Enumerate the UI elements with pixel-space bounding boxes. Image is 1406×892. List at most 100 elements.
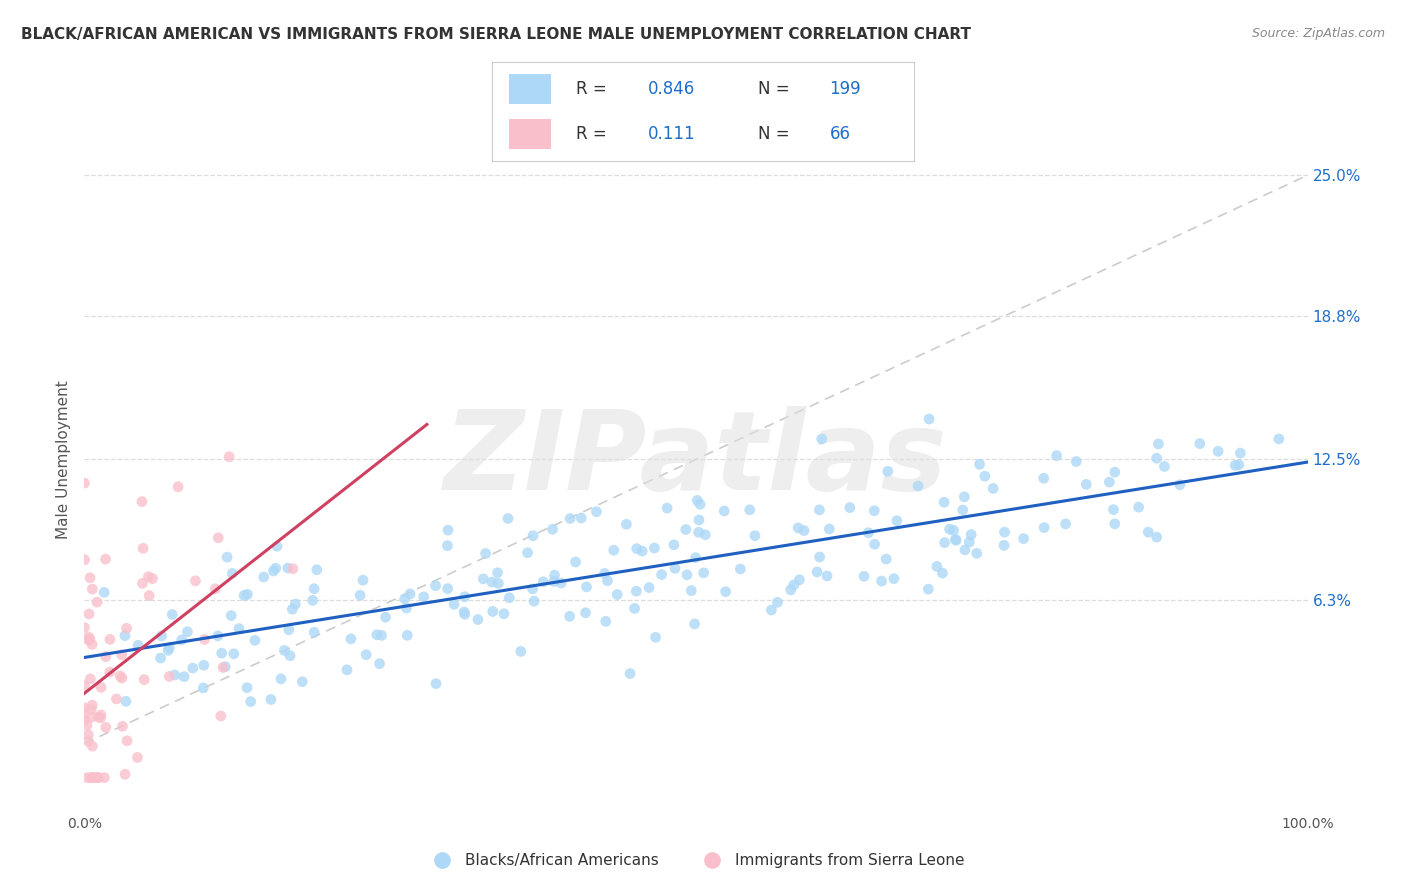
Point: [108, 669, 131, 683]
Point: [209, 709, 232, 723]
Point: [437, 523, 460, 537]
Point: [228, 622, 250, 636]
Point: [163, 668, 186, 682]
Point: [131, 576, 153, 591]
Point: [111, 719, 134, 733]
Text: ZIPatlas: ZIPatlas: [444, 406, 948, 513]
Text: 0.846: 0.846: [648, 80, 696, 98]
Point: [960, 527, 983, 541]
Point: [127, 750, 149, 764]
Point: [90, 711, 112, 725]
Point: [638, 581, 661, 595]
Point: [957, 535, 980, 549]
Point: [266, 539, 288, 553]
Text: 199: 199: [830, 80, 860, 98]
Point: [575, 580, 598, 594]
Point: [966, 546, 988, 560]
Point: [766, 595, 789, 609]
Point: [664, 561, 686, 575]
Point: [806, 565, 828, 579]
Point: [541, 522, 564, 536]
Point: [105, 692, 128, 706]
Point: [193, 681, 215, 695]
Point: [111, 648, 134, 662]
Point: [793, 524, 815, 538]
Point: [366, 628, 388, 642]
Point: [626, 584, 648, 599]
Point: [1188, 436, 1211, 450]
Point: [82, 739, 104, 754]
Point: [531, 574, 554, 589]
Point: [301, 593, 323, 607]
Point: [138, 589, 160, 603]
Point: [162, 607, 184, 622]
Point: [945, 533, 967, 547]
Point: [815, 569, 838, 583]
Point: [395, 601, 418, 615]
Point: [76, 771, 98, 785]
Point: [82, 698, 104, 712]
Point: [626, 541, 648, 556]
Point: [713, 504, 735, 518]
Point: [263, 564, 285, 578]
Point: [942, 524, 965, 538]
Point: [167, 480, 190, 494]
Point: [214, 659, 236, 673]
Point: [543, 568, 565, 582]
Text: 66: 66: [830, 125, 851, 143]
Point: [623, 601, 645, 615]
Point: [80, 637, 103, 651]
Point: [277, 561, 299, 575]
Point: [1227, 458, 1250, 472]
Point: [808, 503, 831, 517]
Point: [876, 464, 898, 478]
Point: [352, 573, 374, 587]
Point: [425, 579, 447, 593]
Point: [73, 706, 96, 721]
Point: [281, 602, 304, 616]
Point: [273, 643, 295, 657]
Point: [149, 651, 172, 665]
Point: [853, 569, 876, 583]
Point: [1046, 449, 1069, 463]
Point: [281, 562, 304, 576]
Point: [1012, 532, 1035, 546]
Point: [655, 501, 678, 516]
Point: [115, 621, 138, 635]
Point: [1206, 444, 1229, 458]
Point: [425, 676, 447, 690]
Point: [221, 566, 243, 581]
Point: [157, 669, 180, 683]
Point: [239, 695, 262, 709]
Point: [184, 574, 207, 588]
Point: [73, 678, 96, 692]
Legend: Blacks/African Americans, Immigrants from Sierra Leone: Blacks/African Americans, Immigrants fro…: [420, 847, 972, 874]
Point: [689, 497, 711, 511]
Point: [695, 528, 717, 542]
Point: [509, 644, 531, 658]
Point: [173, 670, 195, 684]
Point: [115, 694, 138, 708]
Point: [569, 511, 592, 525]
Point: [141, 572, 163, 586]
Y-axis label: Male Unemployment: Male Unemployment: [56, 380, 72, 539]
Point: [127, 638, 149, 652]
Point: [472, 572, 495, 586]
Point: [82, 771, 104, 785]
Point: [596, 574, 619, 588]
Point: [236, 587, 259, 601]
Point: [1032, 471, 1054, 485]
Point: [86, 771, 108, 785]
Point: [595, 615, 617, 629]
Point: [863, 504, 886, 518]
Point: [486, 576, 509, 591]
Point: [253, 570, 276, 584]
Point: [918, 412, 941, 426]
Point: [131, 494, 153, 508]
Point: [236, 681, 259, 695]
Point: [685, 550, 707, 565]
Point: [981, 482, 1004, 496]
Point: [953, 490, 976, 504]
Point: [243, 633, 266, 648]
Point: [93, 585, 115, 599]
